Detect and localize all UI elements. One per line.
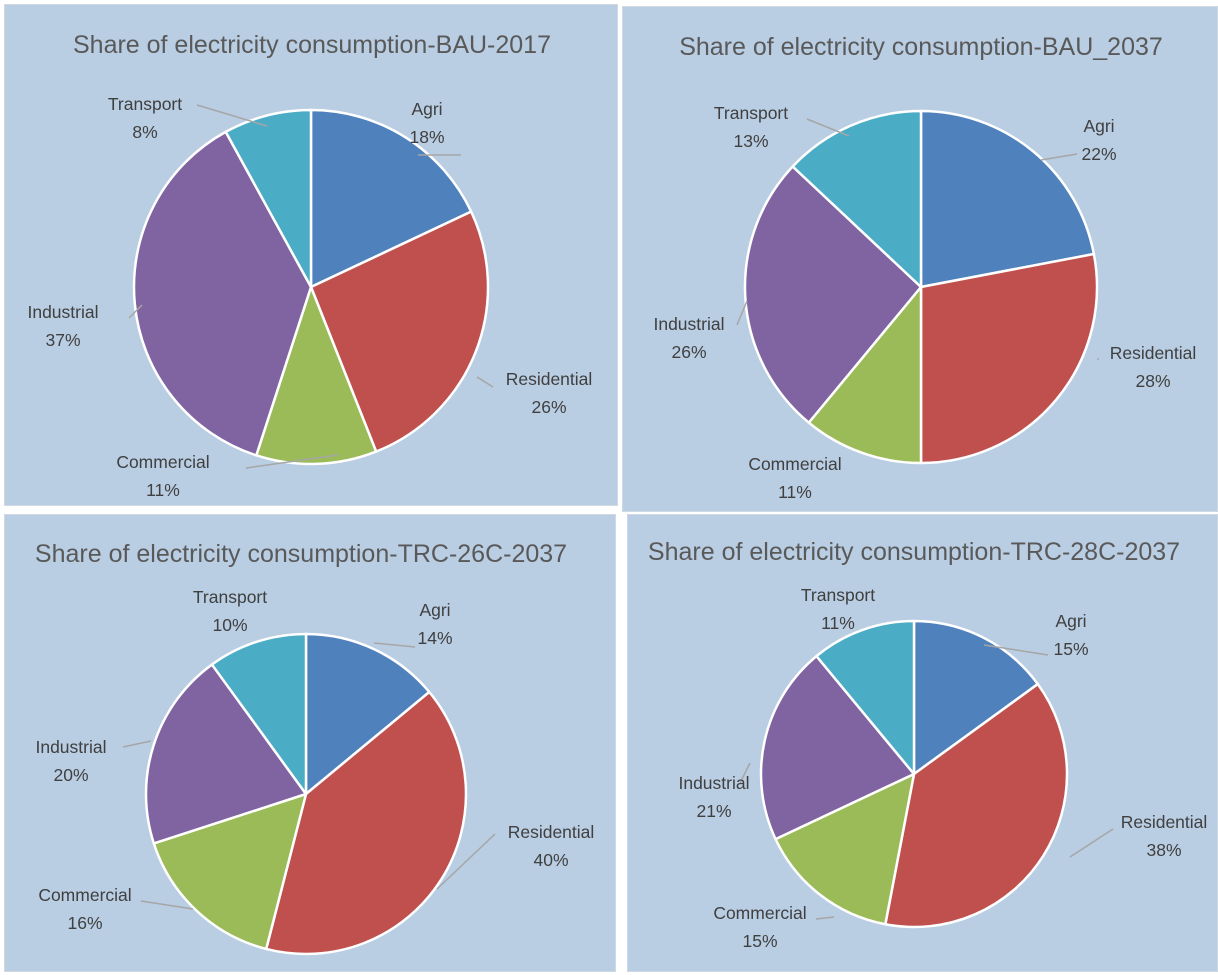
slice-category-label: Agri xyxy=(411,99,442,119)
slice-percent-label: 11% xyxy=(821,613,855,633)
slice-category-label: Industrial xyxy=(27,302,98,322)
leader-line-industrial xyxy=(739,762,751,784)
slice-category-label: Commercial xyxy=(116,452,209,472)
pie-slice-agri xyxy=(912,619,1040,776)
pie-labels: Agri 22% Residential 28% Commercial 11% Indust… xyxy=(653,103,1196,502)
slice-category-label: Residential xyxy=(506,369,593,389)
leader-line-residential xyxy=(436,833,496,890)
pie-slices xyxy=(743,109,1099,465)
pie-slice-agri xyxy=(304,632,431,796)
leader-line-agri xyxy=(373,642,416,648)
pie-slice-transport xyxy=(791,109,923,289)
slice-percent-label: 14% xyxy=(417,628,452,648)
leader-line-commercial xyxy=(815,916,835,920)
pie-slice-industrial xyxy=(144,663,308,845)
slice-percent-label: 37% xyxy=(45,330,80,350)
leader-line-agri xyxy=(983,644,1049,656)
pie-chart-svg: Share of electricity consumption-BAU_203… xyxy=(653,33,1196,502)
leader-line-agri xyxy=(1040,153,1078,161)
pie-slices xyxy=(132,108,490,466)
pie-chart-svg: Share of electricity consumption-TRC-26C… xyxy=(35,540,594,956)
slice-category-label: Transport xyxy=(801,585,875,605)
pie-labels: Agri 15% Residential 38% Commercial 15% Indust… xyxy=(678,585,1207,951)
pie-slice-commercial xyxy=(774,772,916,926)
slice-percent-label: 40% xyxy=(533,850,568,870)
slice-percent-label: 38% xyxy=(1146,840,1181,860)
leader-line-residential xyxy=(476,376,494,388)
slice-category-label: Industrial xyxy=(653,314,724,334)
slice-category-label: Transport xyxy=(193,587,267,607)
slice-percent-label: 11% xyxy=(146,480,180,500)
pie-slice-industrial xyxy=(132,130,313,457)
pie-chart-trc-28c-2037: Share of electricity consumption-TRC-28C… xyxy=(627,514,1218,972)
slice-percent-label: 21% xyxy=(696,801,731,821)
chart-title: Share of electricity consumption-BAU-201… xyxy=(73,31,551,59)
slice-percent-label: 10% xyxy=(212,615,247,635)
slice-percent-label: 28% xyxy=(1135,371,1170,391)
pie-slice-transport xyxy=(815,619,916,776)
pie-chart-bau-2037: Share of electricity consumption-BAU_203… xyxy=(622,6,1218,512)
pie-chart-svg: Share of electricity consumption-TRC-28C… xyxy=(648,538,1207,951)
slice-percent-label: 13% xyxy=(733,131,768,151)
pie-chart-trc-26c-2037: Share of electricity consumption-TRC-26C… xyxy=(4,514,616,972)
pie-chart-bau-2017: Share of electricity consumption-BAU-201… xyxy=(4,4,618,506)
slice-category-label: Transport xyxy=(108,94,182,114)
pie-slice-residential xyxy=(264,690,468,956)
slice-percent-label: 16% xyxy=(67,913,102,933)
leader-line-transport xyxy=(196,104,268,127)
slice-percent-label: 26% xyxy=(671,342,706,362)
pie-slice-commercial xyxy=(807,285,923,465)
slice-percent-label: 8% xyxy=(132,122,157,142)
slice-category-label: Commercial xyxy=(748,454,841,474)
slice-category-label: Agri xyxy=(419,600,450,620)
leader-line-industrial xyxy=(122,740,152,748)
slice-category-label: Agri xyxy=(1055,611,1086,631)
slice-percent-label: 15% xyxy=(1053,639,1088,659)
pie-labels: Agri 14% Residential 40% Commercial 16% Indust… xyxy=(35,587,594,933)
chart-title: Share of electricity consumption-TRC-28C… xyxy=(648,538,1180,566)
pie-slice-commercial xyxy=(152,792,308,951)
slice-category-label: Industrial xyxy=(35,737,106,757)
slice-category-label: Agri xyxy=(1083,116,1114,136)
pie-slice-residential xyxy=(309,210,490,453)
leader-line-transport xyxy=(806,118,850,137)
pie-slices xyxy=(144,632,468,956)
pie-slice-agri xyxy=(919,109,1096,289)
chart-title: Share of electricity consumption-BAU_203… xyxy=(679,33,1163,61)
pie-slice-residential xyxy=(884,682,1069,929)
pie-slice-industrial xyxy=(743,165,923,424)
leader-line-industrial xyxy=(736,300,748,326)
slice-percent-label: 26% xyxy=(531,397,566,417)
slice-percent-label: 18% xyxy=(409,127,444,147)
slice-category-label: Commercial xyxy=(713,903,806,923)
pie-slice-industrial xyxy=(759,654,916,841)
slice-percent-label: 15% xyxy=(742,931,777,951)
slice-category-label: Residential xyxy=(1121,812,1208,832)
slice-category-label: Residential xyxy=(508,822,595,842)
leader-line-industrial xyxy=(128,304,143,319)
leader-line-residential xyxy=(1069,828,1114,858)
slice-category-label: Commercial xyxy=(38,885,131,905)
pie-chart-svg: Share of electricity consumption-BAU-201… xyxy=(27,31,592,500)
chart-title: Share of electricity consumption-TRC-26C… xyxy=(35,540,567,568)
pie-slices xyxy=(759,619,1069,929)
leader-line-commercial xyxy=(140,900,194,910)
slice-category-label: Transport xyxy=(714,103,788,123)
slice-category-label: Industrial xyxy=(678,773,749,793)
pie-slice-agri xyxy=(309,108,473,289)
pie-slice-transport xyxy=(210,632,308,796)
slice-percent-label: 11% xyxy=(778,482,812,502)
pie-slice-residential xyxy=(919,252,1099,465)
pie-labels: Agri 18% Residential 26% Commercial 11% Indust… xyxy=(27,94,592,500)
slice-category-label: Residential xyxy=(1110,343,1197,363)
pie-slice-transport xyxy=(224,108,313,289)
pie-slice-commercial xyxy=(255,285,378,466)
slice-percent-label: 22% xyxy=(1081,144,1116,164)
slice-percent-label: 20% xyxy=(53,765,88,785)
leader-line-commercial xyxy=(245,454,339,469)
